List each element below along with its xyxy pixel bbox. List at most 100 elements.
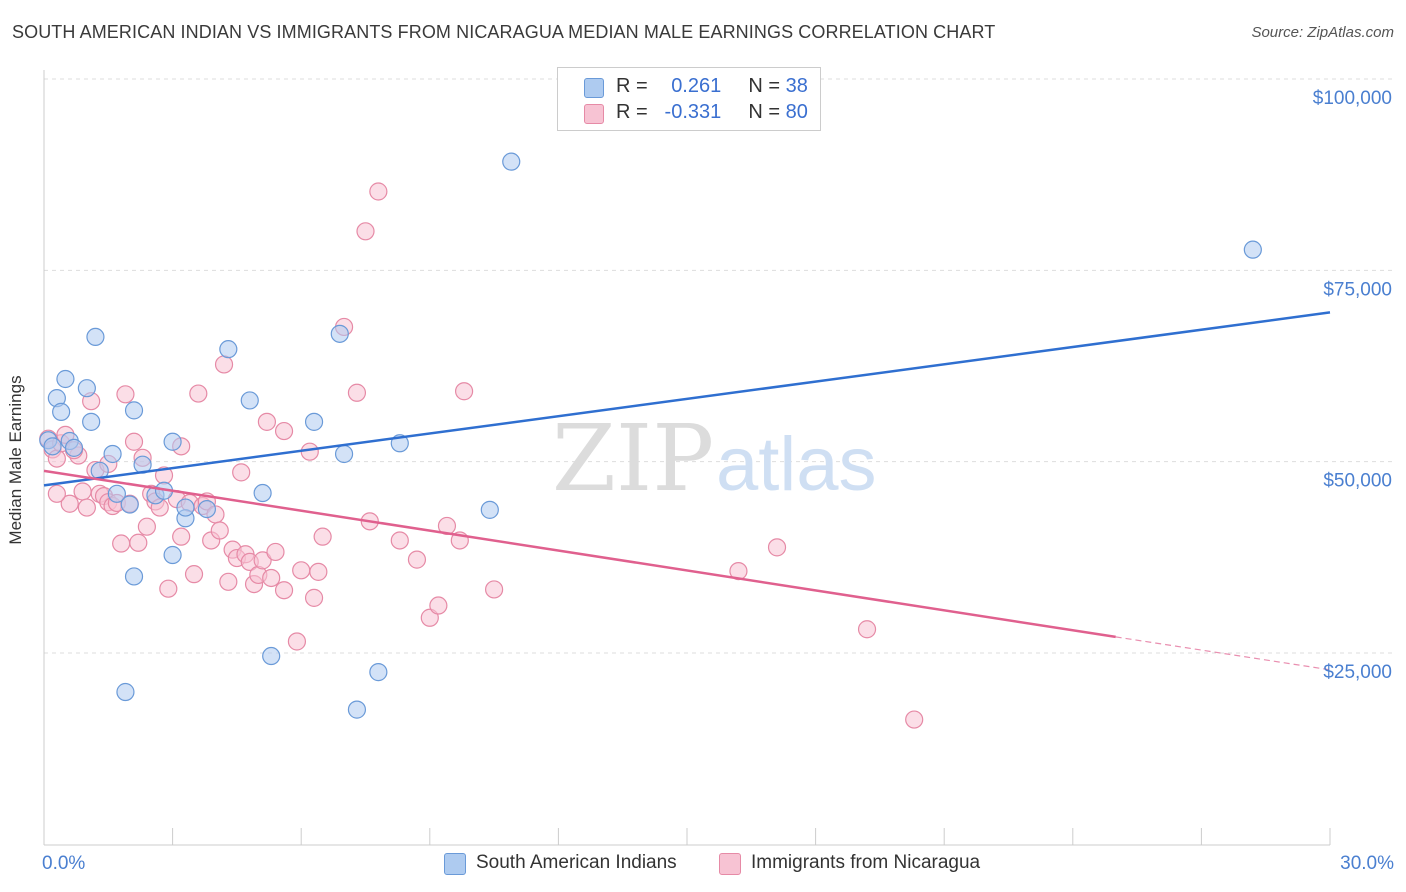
- nicaragua-point: [300, 442, 319, 461]
- south-american-indian-point: [163, 545, 182, 565]
- trend-line-south-american-indians: [43, 311, 1331, 487]
- nicaragua-point: [274, 581, 294, 600]
- south-american-indian-point: [1243, 240, 1262, 259]
- series-legend: South American Indians Immigrants from N…: [0, 852, 1406, 878]
- south-american-indian-point: [480, 500, 499, 519]
- legend-swatch-pink: [584, 104, 604, 124]
- nicaragua-point: [47, 484, 66, 503]
- trend-lines: [43, 311, 1331, 671]
- south-american-indian-point: [304, 412, 324, 431]
- nicaragua-point: [210, 521, 229, 540]
- legend-r-value: -0.331: [664, 101, 722, 123]
- south-american-indian-point: [86, 327, 105, 347]
- source-note: Source: ZipAtlas.com: [1251, 24, 1394, 41]
- nicaragua-point: [129, 533, 148, 552]
- nicaragua-point: [116, 385, 135, 404]
- nicaragua-point: [274, 421, 294, 441]
- nicaragua-point: [356, 222, 375, 241]
- x-tick-label-max: 30.0%: [1340, 853, 1394, 874]
- nicaragua-point: [347, 383, 367, 402]
- nicaragua-point: [189, 384, 208, 403]
- south-american-indian-point: [82, 412, 101, 431]
- south-american-indian-point: [369, 663, 388, 682]
- south-american-indian-point: [43, 437, 62, 456]
- south-american-indian-point: [262, 646, 281, 666]
- south-american-indian-point: [116, 682, 135, 702]
- nicaragua-point: [485, 580, 504, 599]
- nicaragua-point: [905, 710, 924, 729]
- nicaragua-point: [77, 498, 96, 517]
- legend-swatch-pink: [719, 853, 741, 875]
- nicaragua-point: [309, 562, 328, 581]
- south-american-indian-point: [124, 401, 144, 420]
- south-american-indian-point: [347, 700, 367, 719]
- nicaragua-point: [159, 579, 178, 598]
- trend-line-nicaragua: [43, 469, 1116, 639]
- nicaragua-point: [253, 551, 272, 570]
- south-american-indian-point: [176, 498, 195, 517]
- legend-swatch-blue: [444, 853, 466, 875]
- nicaragua-point: [292, 561, 311, 580]
- nicaragua-point: [369, 182, 388, 201]
- nicaragua-point: [304, 588, 324, 607]
- nicaragua-point: [60, 494, 79, 513]
- south-american-indian-point: [107, 484, 126, 503]
- legend-r-label: R =: [616, 101, 648, 123]
- x-tick-label-min: 0.0%: [42, 853, 85, 874]
- y-axis-label: Median Male Earnings: [6, 375, 25, 545]
- south-american-indian-point: [64, 438, 84, 457]
- nicaragua-point: [266, 542, 285, 562]
- legend-n-value: 80: [785, 101, 808, 123]
- nicaragua-point: [407, 550, 427, 569]
- nicaragua-point: [184, 565, 204, 584]
- legend-label: Immigrants from Nicaragua: [751, 852, 981, 873]
- legend-n-value: 38: [785, 75, 808, 97]
- south-american-indian-point: [197, 499, 216, 519]
- nicaragua-point: [73, 482, 92, 501]
- legend-r-label: R =: [616, 75, 648, 97]
- nicaragua-point: [172, 527, 191, 546]
- nicaragua-point: [454, 382, 474, 401]
- nicaragua-point: [219, 572, 238, 591]
- south-american-indian-point: [219, 340, 238, 359]
- south-american-indian-point: [253, 483, 272, 503]
- legend-n-label: N =: [748, 101, 781, 123]
- south-american-indian-points: [39, 152, 1262, 719]
- y-tick-label: $25,000: [1323, 662, 1392, 683]
- axes: [43, 70, 1331, 846]
- nicaragua-point: [262, 568, 281, 588]
- south-american-indian-point: [334, 444, 354, 464]
- chart-title: SOUTH AMERICAN INDIAN VS IMMIGRANTS FROM…: [12, 22, 996, 42]
- legend-n-label: N =: [748, 75, 781, 97]
- nicaragua-point: [287, 632, 307, 651]
- nicaragua-point: [137, 517, 156, 536]
- correlation-legend: R = 0.261 N = 38 R = -0.331 N = 80: [557, 67, 821, 131]
- south-american-indian-point: [163, 432, 182, 451]
- nicaragua-point: [767, 538, 787, 557]
- tick-labels: $25,000 $50,000 $75,000 $100,000 0.0% 30.0%: [42, 88, 1394, 874]
- y-tick-label: $75,000: [1323, 279, 1392, 300]
- nicaragua-point: [429, 596, 448, 615]
- nicaragua-point: [313, 527, 332, 546]
- legend-label: South American Indians: [476, 852, 677, 873]
- south-american-indian-point: [52, 402, 71, 422]
- nicaragua-point: [124, 432, 144, 451]
- south-american-indian-point: [124, 567, 144, 586]
- south-american-indian-point: [56, 369, 75, 389]
- nicaragua-point: [214, 355, 234, 374]
- south-american-indian-point: [502, 152, 521, 171]
- nicaragua-point: [232, 463, 251, 482]
- y-tick-label: $100,000: [1313, 88, 1392, 109]
- watermark: ZIP atlas: [552, 405, 877, 512]
- south-american-indian-point: [103, 444, 122, 464]
- nicaragua-point: [112, 534, 131, 553]
- legend-swatch-blue: [584, 78, 604, 98]
- south-american-indian-point: [120, 495, 139, 514]
- south-american-indian-point: [77, 379, 96, 398]
- trend-line-nicaragua-extension: [1115, 636, 1331, 671]
- nicaragua-point: [390, 531, 409, 550]
- south-american-indian-point: [240, 391, 259, 410]
- south-american-indian-point: [330, 324, 349, 343]
- nicaragua-point: [857, 620, 877, 639]
